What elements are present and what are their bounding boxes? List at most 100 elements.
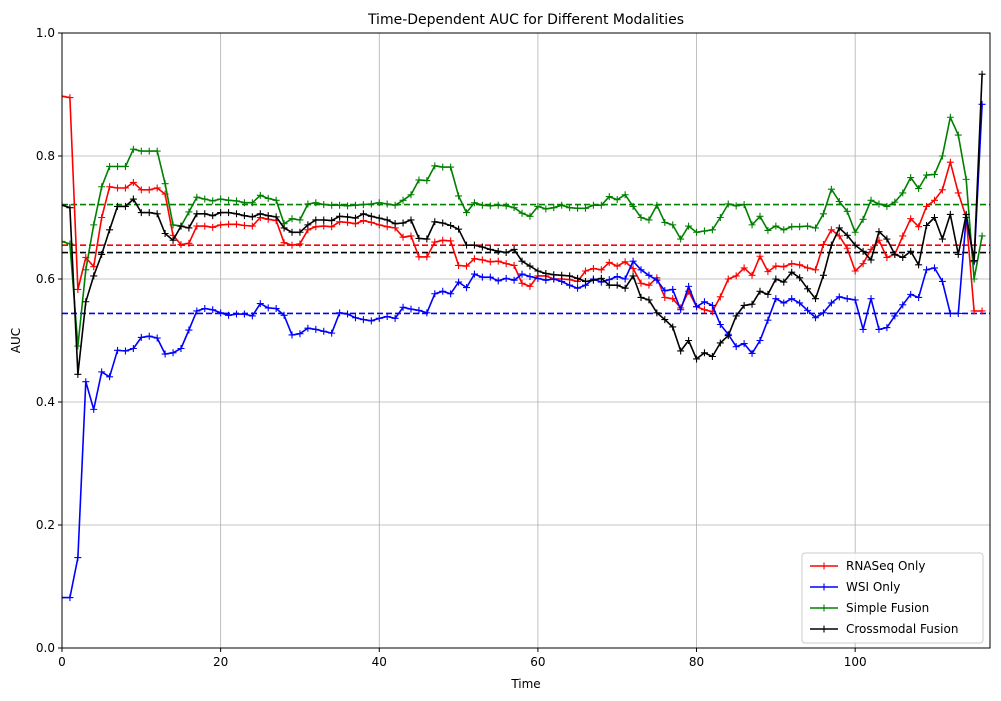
- series-3-point: [724, 332, 732, 340]
- series-0-point: [597, 266, 605, 274]
- series-1-point: [336, 309, 344, 317]
- series-2-point: [859, 215, 867, 223]
- y-tick-label: 0.4: [36, 395, 55, 409]
- series-3-point: [209, 212, 217, 220]
- series-0-point: [843, 244, 851, 252]
- series-2-point: [653, 201, 661, 209]
- series-0-point: [137, 186, 145, 194]
- series-2-point: [415, 176, 423, 184]
- series-2-point: [129, 145, 137, 153]
- series-3-point: [217, 209, 225, 217]
- series-2-point: [581, 204, 589, 212]
- series-0-point: [439, 236, 447, 244]
- series-2-point: [153, 147, 161, 155]
- series-1-point: [478, 273, 486, 281]
- series-1-point: [669, 285, 677, 293]
- series-3-point: [597, 274, 605, 282]
- series-1-point: [827, 299, 835, 307]
- legend-marker: [820, 562, 828, 570]
- series-1: [62, 100, 986, 602]
- series-2-point: [486, 202, 494, 210]
- series-3-point: [558, 271, 566, 279]
- series-2-point: [574, 204, 582, 212]
- series-1-point: [470, 270, 478, 278]
- series-2-point: [344, 202, 352, 210]
- series-3-point: [819, 271, 827, 279]
- series-2-point: [804, 222, 812, 230]
- series-3-point: [114, 202, 122, 210]
- series-3-point: [407, 216, 415, 224]
- series-3-point: [518, 257, 526, 265]
- series-3-point: [359, 210, 367, 218]
- series-3-point: [129, 195, 137, 203]
- series-1-point: [312, 325, 320, 333]
- series-3-point: [645, 296, 653, 304]
- series-0-point: [106, 183, 114, 191]
- series-1-point: [90, 405, 98, 413]
- series-3-point: [843, 231, 851, 239]
- series-0-point: [819, 241, 827, 249]
- series-1-point: [66, 594, 74, 602]
- series-1-point: [304, 324, 312, 332]
- series-0-point: [217, 221, 225, 229]
- series-2-point: [185, 208, 193, 216]
- series-3-point: [98, 250, 106, 258]
- series-3-point: [248, 213, 256, 221]
- series-3-point: [470, 241, 478, 249]
- series-2-point: [637, 214, 645, 221]
- series-0-point: [915, 223, 923, 231]
- series-3-point: [312, 216, 320, 224]
- series-1-point: [558, 277, 566, 285]
- series-0-point: [748, 271, 756, 279]
- series-0-point: [177, 241, 185, 249]
- series-1-point: [431, 290, 439, 298]
- series-0-point: [240, 221, 248, 229]
- series-1-point: [621, 275, 629, 283]
- series-3-point: [121, 202, 129, 210]
- series-2-point: [899, 189, 907, 197]
- series-2-point: [978, 232, 986, 240]
- series-3-point: [375, 214, 383, 222]
- series-3-point: [486, 245, 494, 253]
- series-3-point: [764, 290, 772, 298]
- series-1-point: [169, 349, 177, 357]
- series-2-point: [193, 193, 201, 201]
- series-2-point: [756, 212, 764, 220]
- series-1-point: [518, 270, 526, 278]
- series-3-point: [772, 275, 780, 283]
- legend-label: Simple Fusion: [846, 601, 929, 615]
- series-1-point: [62, 594, 66, 602]
- series-3-point: [494, 247, 502, 255]
- series-0-point: [312, 223, 320, 231]
- series-2-point: [542, 205, 550, 213]
- legend-item-0: RNASeq Only: [810, 559, 925, 573]
- series-3-point: [938, 235, 946, 243]
- series-2-point: [336, 201, 344, 209]
- series-0-point: [788, 260, 796, 268]
- series-2-point: [708, 226, 716, 234]
- series-1-point: [891, 312, 899, 320]
- series-1-point: [407, 305, 415, 313]
- series-0-point: [740, 264, 748, 272]
- series-0-point: [859, 260, 867, 268]
- series-0-point: [280, 239, 288, 247]
- series-3-point: [264, 212, 272, 220]
- series-3-point: [137, 209, 145, 217]
- series-0-point: [851, 267, 859, 275]
- series-3-point: [351, 214, 359, 222]
- series-3-point: [915, 261, 923, 269]
- series-3-point: [510, 245, 518, 253]
- legend-item-3: Crossmodal Fusion: [810, 622, 958, 636]
- series-0-point: [804, 264, 812, 272]
- series-2-point: [145, 147, 153, 155]
- series-0-point: [74, 285, 82, 293]
- series-3-point: [907, 247, 915, 255]
- legend-label: RNASeq Only: [846, 559, 925, 573]
- series-3-point: [367, 212, 375, 220]
- series-3: [62, 70, 986, 378]
- series-0-point: [645, 281, 653, 289]
- y-tick-label: 0.0: [36, 641, 55, 655]
- series-2-point: [946, 113, 954, 121]
- series-1-point: [756, 337, 764, 344]
- series-0-point: [129, 178, 137, 186]
